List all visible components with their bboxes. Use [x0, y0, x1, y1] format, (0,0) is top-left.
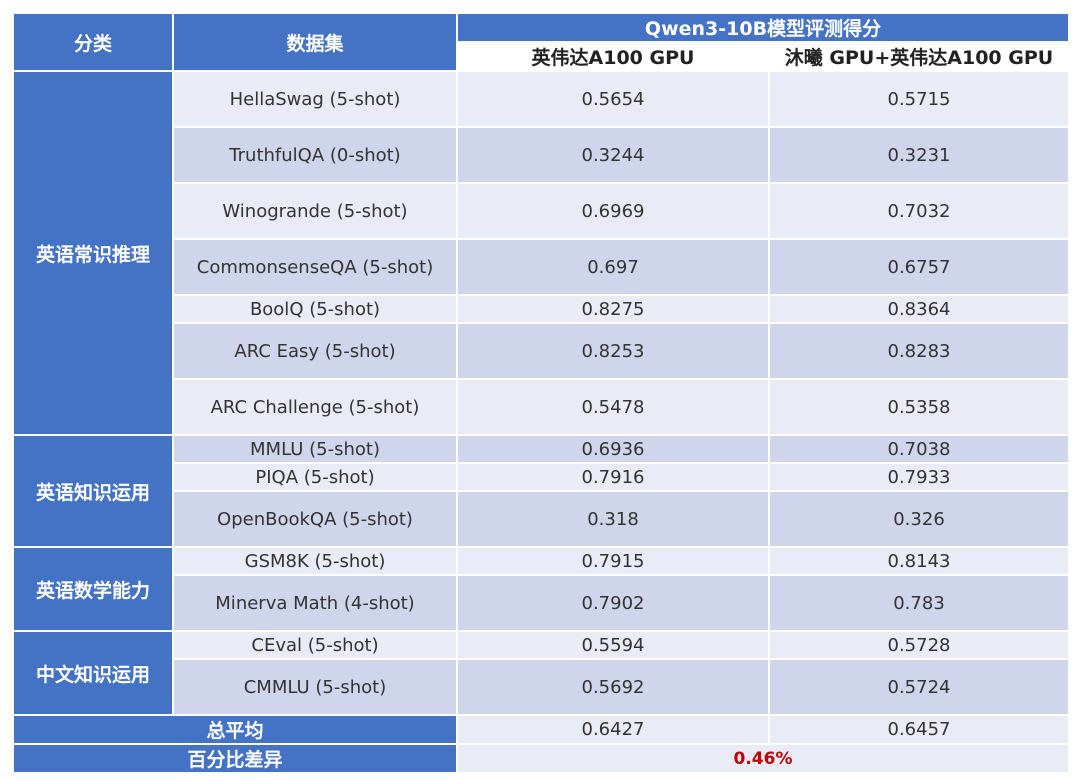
- header-dataset: 数据集: [172, 12, 458, 72]
- score-b-cell: 0.5358: [768, 378, 1070, 436]
- category-cell: 英语常识推理: [12, 70, 174, 436]
- score-a-cell: 0.3244: [456, 126, 770, 184]
- dataset-cell: OpenBookQA (5-shot): [172, 490, 458, 548]
- score-b-cell: 0.7933: [768, 462, 1070, 492]
- score-table: 分类 数据集 Qwen3-10B模型评测得分 英伟达A100 GPU 沐曦 GP…: [12, 12, 1070, 774]
- category-cell: 中文知识运用: [12, 630, 174, 716]
- dataset-cell: CommonsenseQA (5-shot): [172, 238, 458, 296]
- score-a-cell: 0.697: [456, 238, 770, 296]
- table-row: 英语数学能力 GSM8K (5-shot) 0.7915 0.8143: [12, 546, 1070, 632]
- dataset-cell: ARC Challenge (5-shot): [172, 378, 458, 436]
- difference-row: 百分比差异 0.46%: [12, 743, 1070, 774]
- score-a-cell: 0.5692: [456, 658, 770, 716]
- dataset-cell: CMMLU (5-shot): [172, 658, 458, 716]
- score-b-cell: 0.7038: [768, 434, 1070, 464]
- score-a-cell: 0.6969: [456, 182, 770, 240]
- score-b-cell: 0.8283: [768, 322, 1070, 380]
- table-row: PIQA (5-shot) 0.7916 0.7933: [13, 462, 1070, 492]
- table-row: TruthfulQA (0-shot) 0.3244 0.3231: [13, 126, 1070, 184]
- score-b-cell: 0.5715: [768, 70, 1070, 128]
- score-a-cell: 0.8253: [456, 322, 770, 380]
- table-row: 英语知识运用 MMLU (5-shot) 0.6936 0.7038: [12, 434, 1070, 548]
- difference-value: 0.46%: [456, 743, 1070, 774]
- dataset-cell: Winogrande (5-shot): [172, 182, 458, 240]
- score-a-cell: 0.8275: [456, 294, 770, 324]
- table-row: ARC Easy (5-shot) 0.8253 0.8283: [13, 322, 1070, 380]
- table-row: ARC Challenge (5-shot) 0.5478 0.5358: [13, 378, 1070, 436]
- table-row: Winogrande (5-shot) 0.6969 0.7032: [13, 182, 1070, 240]
- dataset-cell: MMLU (5-shot): [172, 434, 458, 464]
- score-b-cell: 0.783: [768, 574, 1070, 632]
- category-cell: 英语知识运用: [12, 434, 174, 548]
- dataset-cell: PIQA (5-shot): [172, 462, 458, 492]
- score-b-cell: 0.7032: [768, 182, 1070, 240]
- score-b-cell: 0.8364: [768, 294, 1070, 324]
- table-row: CMMLU (5-shot) 0.5692 0.5724: [13, 658, 1070, 716]
- dataset-cell: BoolQ (5-shot): [172, 294, 458, 324]
- table-row: OpenBookQA (5-shot) 0.318 0.326: [13, 490, 1070, 548]
- table-row: CommonsenseQA (5-shot) 0.697 0.6757: [13, 238, 1070, 296]
- score-a-cell: 0.6936: [456, 434, 770, 464]
- header-category: 分类: [12, 12, 174, 72]
- average-a-cell: 0.6427: [456, 714, 770, 745]
- score-a-cell: 0.7915: [456, 546, 770, 576]
- table-row: BoolQ (5-shot) 0.8275 0.8364: [13, 294, 1070, 324]
- header-col-a: 英伟达A100 GPU: [456, 41, 770, 72]
- table-row: 中文知识运用 CEval (5-shot) 0.5594 0.5728: [12, 630, 1070, 716]
- header-col-b: 沐曦 GPU+英伟达A100 GPU: [768, 41, 1070, 72]
- score-b-cell: 0.5724: [768, 658, 1070, 716]
- dataset-cell: Minerva Math (4-shot): [172, 574, 458, 632]
- dataset-cell: ARC Easy (5-shot): [172, 322, 458, 380]
- score-a-cell: 0.7916: [456, 462, 770, 492]
- header-model-title: Qwen3-10B模型评测得分: [456, 12, 1070, 43]
- dataset-cell: HellaSwag (5-shot): [172, 70, 458, 128]
- score-a-cell: 0.5654: [456, 70, 770, 128]
- category-cell: 英语数学能力: [12, 546, 174, 632]
- score-b-cell: 0.5728: [768, 630, 1070, 660]
- table-row: Minerva Math (4-shot) 0.7902 0.783: [13, 574, 1070, 632]
- score-b-cell: 0.8143: [768, 546, 1070, 576]
- table-row: 英语常识推理 HellaSwag (5-shot) 0.5654 0.5715: [12, 70, 1070, 436]
- dataset-cell: CEval (5-shot): [172, 630, 458, 660]
- difference-label: 百分比差异: [12, 743, 458, 774]
- average-b-cell: 0.6457: [768, 714, 1070, 745]
- score-b-cell: 0.3231: [768, 126, 1070, 184]
- score-b-cell: 0.6757: [768, 238, 1070, 296]
- score-a-cell: 0.5478: [456, 378, 770, 436]
- dataset-cell: GSM8K (5-shot): [172, 546, 458, 576]
- score-a-cell: 0.7902: [456, 574, 770, 632]
- score-a-cell: 0.318: [456, 490, 770, 548]
- average-row: 总平均 0.6427 0.6457: [12, 714, 1070, 745]
- dataset-cell: TruthfulQA (0-shot): [172, 126, 458, 184]
- score-a-cell: 0.5594: [456, 630, 770, 660]
- score-b-cell: 0.326: [768, 490, 1070, 548]
- average-label: 总平均: [12, 714, 458, 745]
- score-table-container: 分类 数据集 Qwen3-10B模型评测得分 英伟达A100 GPU 沐曦 GP…: [12, 12, 1070, 774]
